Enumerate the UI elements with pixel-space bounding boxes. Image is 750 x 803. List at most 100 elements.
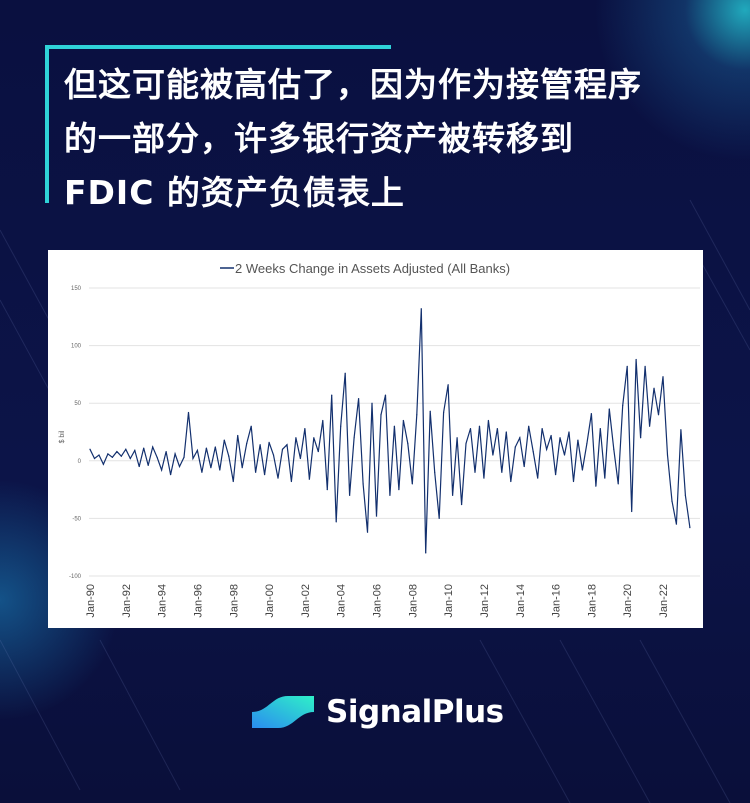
data-point [617, 483, 619, 485]
data-point [228, 455, 230, 457]
data-point [183, 456, 185, 458]
data-point [371, 402, 373, 404]
data-point [443, 411, 445, 414]
data-point [483, 477, 485, 479]
data-point [519, 437, 521, 439]
data-point [335, 521, 337, 523]
signalplus-wave-logo-icon [252, 696, 314, 728]
data-point [223, 439, 225, 441]
data-point [205, 447, 207, 449]
data-point [590, 412, 592, 415]
headline-line-3: FDIC 的资产负债表上 [64, 173, 405, 212]
data-point [438, 517, 440, 519]
data-point [613, 448, 615, 450]
data-point [474, 471, 476, 473]
data-point [657, 414, 660, 416]
data-point [111, 456, 113, 458]
x-tick-label: Jan-90 [85, 584, 97, 618]
data-point [143, 447, 145, 449]
data-point [541, 427, 543, 430]
data-point [407, 442, 409, 445]
data-point [344, 372, 346, 374]
x-tick-label: Jan-92 [121, 584, 133, 618]
data-point [680, 429, 682, 431]
headline-line-1: 但这可能被高估了，因为作为接管程序 [64, 65, 642, 104]
data-point [604, 477, 606, 479]
data-point [268, 441, 270, 443]
data-point [662, 376, 664, 378]
data-point [147, 464, 149, 467]
data-point [357, 397, 360, 400]
x-tick-label: Jan-10 [443, 584, 455, 618]
x-tick-label: Jan-14 [515, 584, 527, 618]
data-point [299, 457, 301, 460]
data-point [559, 437, 561, 439]
data-point [568, 431, 570, 433]
data-point [308, 478, 310, 480]
data-point [501, 471, 503, 473]
data-point [465, 442, 467, 445]
data-point [595, 485, 597, 487]
data-point [666, 454, 669, 456]
data-point [496, 427, 498, 430]
data-point [174, 453, 176, 455]
data-point [505, 431, 507, 433]
x-tick-label: Jan-08 [407, 584, 419, 618]
x-tick-label: Jan-00 [264, 584, 276, 618]
data-point [478, 425, 481, 427]
data-point [393, 425, 396, 427]
data-point [389, 494, 391, 496]
data-point [626, 365, 628, 367]
x-tick-label: Jan-94 [157, 584, 169, 618]
accent-bracket-left [45, 45, 49, 203]
data-point [577, 439, 579, 441]
data-point [169, 474, 172, 476]
x-tick-label: Jan-04 [336, 584, 348, 618]
data-point [322, 419, 324, 422]
data-point [246, 442, 248, 445]
data-point [402, 419, 404, 422]
data-point [317, 450, 319, 453]
x-tick-label: Jan-20 [622, 584, 634, 618]
chart-title: 2 Weeks Change in Assets Adjusted (All B… [235, 261, 510, 276]
data-point [187, 411, 190, 414]
data-point [528, 425, 530, 427]
data-point [675, 523, 678, 525]
data-point [572, 480, 575, 483]
data-point [362, 483, 364, 485]
data-point [608, 408, 610, 410]
data-point [375, 515, 378, 517]
series-points [89, 308, 691, 554]
data-point [129, 457, 131, 460]
data-point [331, 394, 333, 396]
data-point [201, 471, 203, 473]
y-tick-label: 50 [74, 401, 81, 407]
data-point [510, 480, 512, 483]
brand-logo: SignalPlus [250, 690, 504, 734]
x-tick-label: Jan-98 [228, 584, 240, 618]
data-point [469, 427, 472, 430]
data-point [689, 527, 691, 529]
data-point [120, 455, 122, 457]
data-point [138, 465, 140, 468]
x-tick-label: Jan-18 [586, 584, 598, 618]
data-point [326, 489, 328, 491]
data-point [420, 308, 422, 310]
data-point [116, 450, 118, 453]
y-tick-label: -100 [69, 574, 82, 580]
y-tick-label: 150 [71, 286, 82, 292]
data-point [210, 467, 212, 469]
data-point [416, 414, 418, 416]
data-point [89, 448, 91, 450]
data-point [353, 437, 355, 439]
y-tick-label: -50 [72, 516, 81, 522]
data-point [492, 454, 494, 456]
data-point [232, 480, 234, 483]
x-tick-label: Jan-12 [479, 584, 491, 618]
x-tick-label: Jan-06 [372, 584, 384, 618]
headline: 但这可能被高估了，因为作为接管程序 的一部分，许多银行资产被转移到 FDIC 的… [64, 58, 724, 220]
x-tick-label: Jan-02 [300, 584, 312, 618]
data-point [532, 450, 534, 453]
data-point [684, 494, 686, 496]
data-point [622, 404, 624, 407]
